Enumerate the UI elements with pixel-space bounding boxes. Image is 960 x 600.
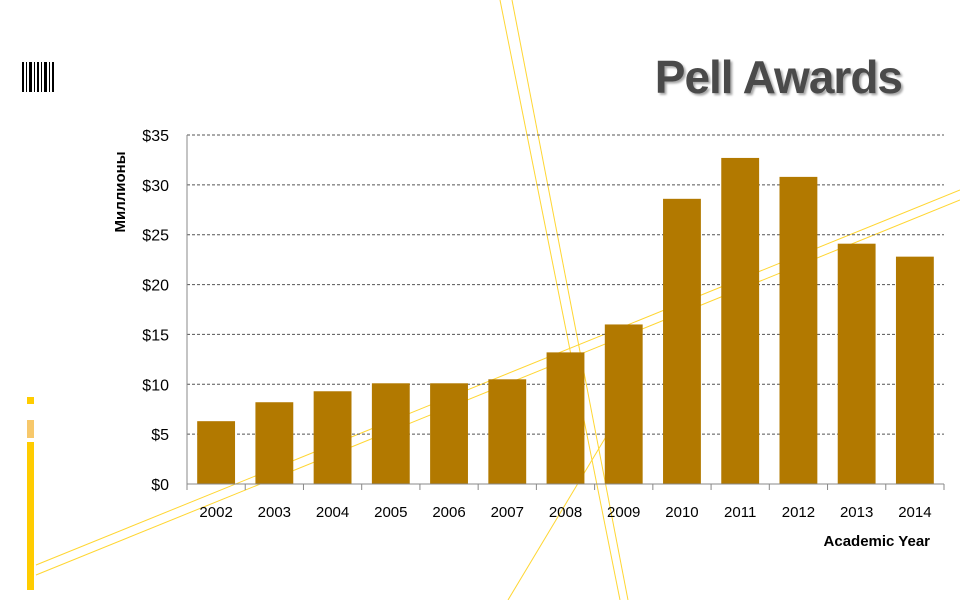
y-tick-label: $10 <box>142 377 169 394</box>
bar <box>197 421 236 484</box>
x-tick-label: 2007 <box>491 504 524 521</box>
x-tick-label: 2008 <box>549 504 582 521</box>
y-tick-label: $25 <box>142 228 169 245</box>
x-tick-label: 2013 <box>840 504 873 521</box>
bar <box>604 324 643 484</box>
y-tick-label: $30 <box>142 178 169 195</box>
bar <box>546 352 585 484</box>
y-tick-label: $20 <box>142 278 169 295</box>
bar <box>895 256 934 484</box>
bar <box>430 383 468 484</box>
y-tick-label: $35 <box>142 128 169 145</box>
bar <box>779 176 818 484</box>
x-tick-label: 2010 <box>665 504 698 521</box>
y-tick-label: $0 <box>151 477 169 494</box>
x-tick-label: 2005 <box>374 504 407 521</box>
y-tick-label: $15 <box>142 327 169 344</box>
bar <box>371 383 410 484</box>
bar <box>663 198 701 484</box>
bar <box>837 243 876 484</box>
bar <box>255 402 294 484</box>
x-tick-label: 2012 <box>782 504 815 521</box>
bar <box>721 157 760 485</box>
left-accent-bar <box>27 397 34 590</box>
x-tick-label: 2003 <box>258 504 291 521</box>
x-tick-label: 2009 <box>607 504 640 521</box>
x-tick-label: 2006 <box>432 504 465 521</box>
x-tick-label: 2011 <box>724 504 756 521</box>
x-axis-title: Academic Year <box>824 533 931 550</box>
x-tick-label: 2004 <box>316 504 349 521</box>
bar <box>488 379 527 484</box>
y-axis-title: Миллионы <box>112 151 129 232</box>
barcode-icon <box>22 62 54 92</box>
bar <box>313 391 352 484</box>
x-tick-label: 2014 <box>898 504 931 521</box>
x-tick-label: 2002 <box>199 504 232 521</box>
y-tick-label: $5 <box>151 427 169 444</box>
slide-title: Pell Awards <box>654 51 903 103</box>
